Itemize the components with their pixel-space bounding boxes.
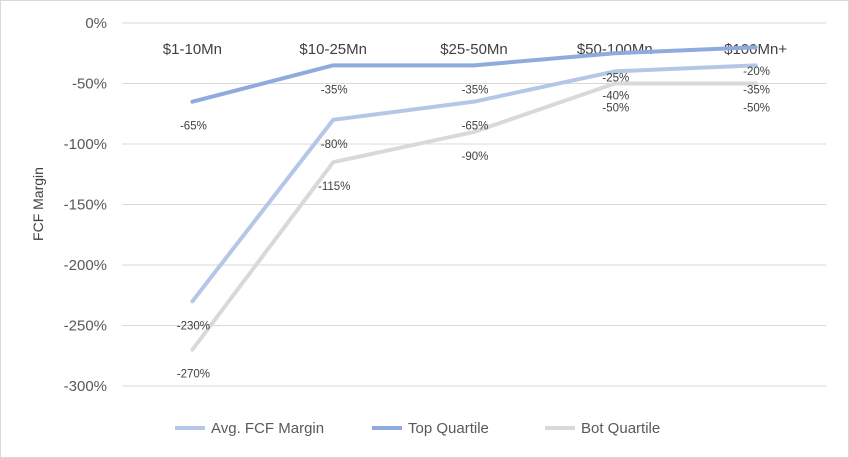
- y-tick-label: -200%: [64, 257, 107, 274]
- y-tick-label: -300%: [64, 378, 107, 395]
- data-label: -50%: [602, 103, 629, 115]
- y-tick-label: -100%: [64, 136, 107, 153]
- data-label: -65%: [462, 121, 489, 133]
- legend-label: Top Quartile: [408, 420, 489, 437]
- data-label: -80%: [321, 139, 348, 151]
- category-label: $10-25Mn: [299, 41, 367, 58]
- y-tick-label: 0%: [85, 15, 107, 32]
- series-line-top-quartile: [190, 45, 758, 104]
- data-label: -20%: [743, 66, 770, 78]
- category-label: $25-50Mn: [440, 41, 508, 58]
- data-label: -65%: [180, 121, 207, 133]
- data-label: -90%: [462, 151, 489, 163]
- data-label: -35%: [462, 84, 489, 96]
- data-label: -40%: [602, 90, 629, 102]
- series-lines: [190, 45, 758, 352]
- y-axis-title: FCF Margin: [30, 167, 46, 241]
- legend: Avg. FCF Margin Top Quartile Bot Quartile: [175, 420, 660, 437]
- data-label: -35%: [321, 84, 348, 96]
- legend-label: Bot Quartile: [581, 420, 660, 437]
- legend-label: Avg. FCF Margin: [211, 420, 324, 437]
- series-line-avg-fcf-margin: [190, 63, 758, 304]
- data-label: -35%: [743, 84, 770, 96]
- data-label: -230%: [177, 320, 210, 332]
- data-label: -25%: [602, 72, 629, 84]
- y-tick-label: -150%: [64, 197, 107, 214]
- category-label: $1-10Mn: [163, 41, 222, 58]
- data-label: -50%: [743, 103, 770, 115]
- gridlines: [122, 22, 826, 387]
- y-axis-ticks: 0% -50% -100% -150% -200% -250% -300%: [64, 15, 107, 395]
- data-labels: -230% -80% -65% -40% -35% -65% -35% -35% -25% -20…: [177, 66, 770, 381]
- series-line-bot-quartile: [190, 81, 758, 352]
- data-label: -115%: [318, 181, 350, 193]
- y-tick-label: -50%: [72, 76, 107, 93]
- data-label: -270%: [177, 369, 210, 381]
- y-tick-label: -250%: [64, 318, 107, 335]
- category-label: $100Mn+: [724, 41, 787, 58]
